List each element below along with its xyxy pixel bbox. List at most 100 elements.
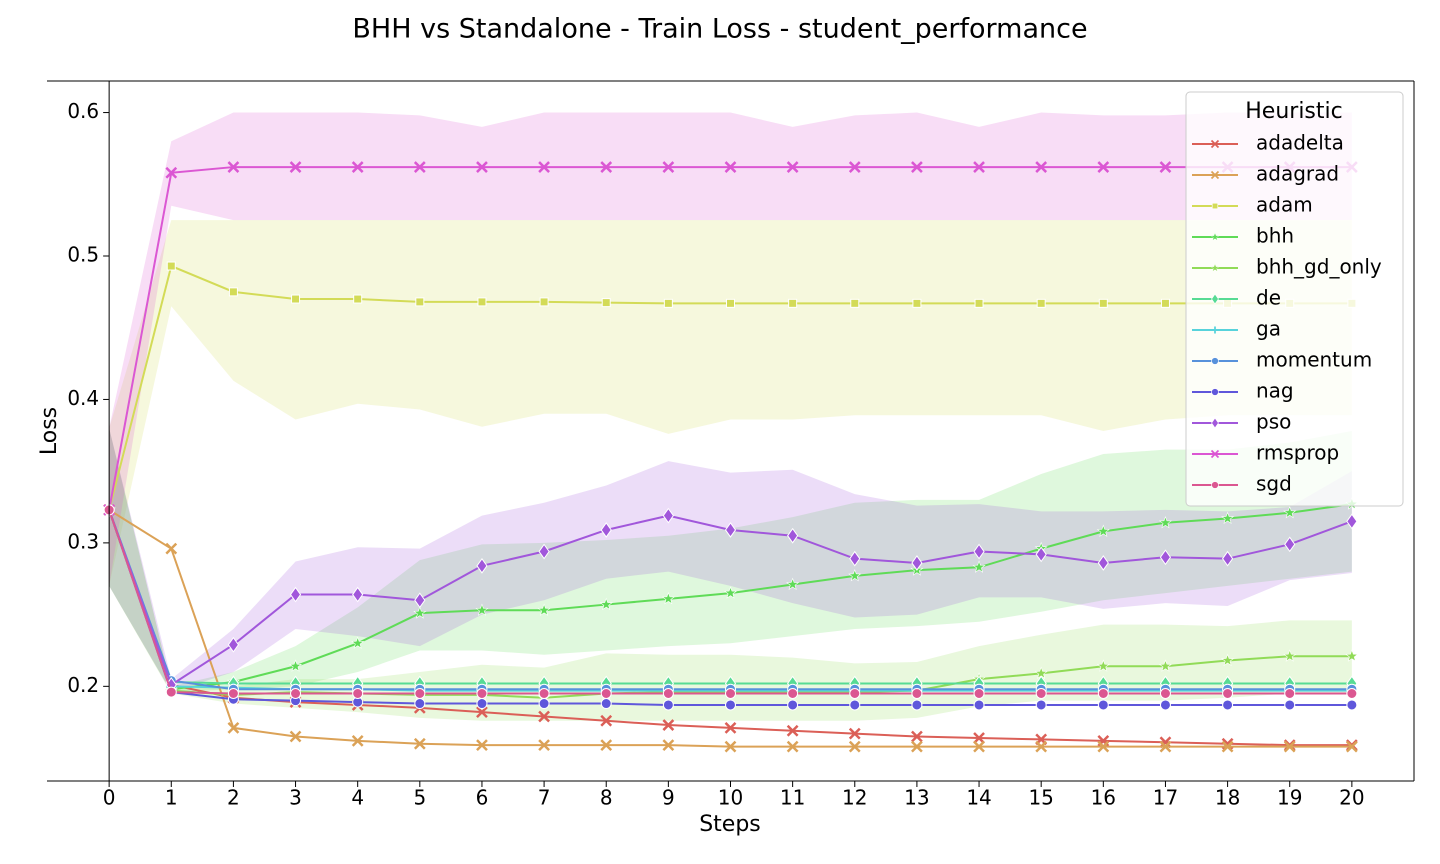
- y-tick-label: 0.5: [67, 243, 99, 267]
- marker: [786, 740, 799, 753]
- marker: [538, 688, 550, 699]
- marker: [289, 730, 302, 743]
- marker: [662, 739, 675, 752]
- legend-label: bhh: [1256, 224, 1294, 248]
- marker: [787, 527, 799, 544]
- marker: [974, 298, 984, 308]
- marker: [1345, 649, 1359, 662]
- bands: [109, 112, 1352, 721]
- x-tick-label: 9: [662, 786, 675, 810]
- marker: [600, 714, 613, 727]
- x-tick-label: 1: [165, 786, 178, 810]
- marker: [352, 688, 364, 699]
- marker: [599, 597, 613, 611]
- marker: [476, 161, 488, 173]
- x-tick-label: 2: [227, 786, 240, 810]
- marker: [973, 161, 985, 173]
- marker: [663, 298, 673, 308]
- marker: [1097, 688, 1109, 699]
- marker: [1159, 699, 1171, 711]
- marker: [723, 586, 738, 599]
- legend-marker: [1210, 139, 1220, 149]
- marker: [289, 586, 302, 603]
- legend-label: rmsprop: [1256, 441, 1339, 465]
- marker: [725, 688, 736, 699]
- marker: [413, 161, 426, 173]
- marker: [351, 636, 365, 649]
- marker: [662, 507, 674, 524]
- marker: [475, 603, 489, 616]
- confidence-band: [109, 428, 1352, 693]
- marker: [1222, 688, 1234, 699]
- marker: [539, 297, 549, 307]
- legend-label: adam: [1256, 193, 1313, 217]
- series: [103, 504, 1358, 699]
- marker: [476, 698, 488, 710]
- legend-marker: [1211, 417, 1219, 429]
- marker: [476, 557, 488, 574]
- marker: [1346, 513, 1358, 530]
- marker: [1158, 659, 1172, 672]
- marker: [1035, 546, 1047, 563]
- marker: [911, 555, 923, 571]
- marker: [1283, 649, 1297, 662]
- marker: [1284, 688, 1296, 699]
- marker: [1346, 699, 1358, 711]
- marker: [786, 724, 799, 737]
- marker: [662, 688, 674, 699]
- marker: [1158, 515, 1172, 529]
- legend-marker: [1210, 170, 1220, 180]
- legend-marker: [1211, 481, 1219, 489]
- marker: [724, 740, 737, 753]
- x-tick-label: 17: [1153, 786, 1178, 810]
- marker: [1221, 653, 1235, 667]
- legend-label: ga: [1256, 317, 1281, 341]
- marker: [1221, 550, 1234, 567]
- marker: [414, 698, 426, 710]
- marker: [414, 688, 426, 699]
- marker: [1097, 740, 1110, 753]
- marker: [413, 606, 427, 619]
- x-tick-label: 10: [718, 786, 743, 810]
- marker: [600, 688, 612, 699]
- x-axis-label: Steps: [699, 812, 761, 837]
- legend-label: momentum: [1256, 348, 1372, 372]
- legend: Heuristic adadelta adagrad adam bhh bhh_gd_o…: [1185, 91, 1404, 507]
- x-tick-label: 0: [103, 786, 116, 810]
- marker: [600, 739, 613, 752]
- legend-label: pso: [1256, 410, 1291, 434]
- marker: [289, 659, 303, 672]
- marker: [786, 161, 799, 173]
- marker: [538, 698, 550, 710]
- marker: [1283, 740, 1296, 753]
- legend-marker: [1211, 202, 1219, 210]
- marker: [351, 734, 364, 747]
- legend-label: adadelta: [1256, 131, 1344, 155]
- legend-marker: [1211, 357, 1219, 365]
- y-axis-label: Loss: [37, 407, 62, 455]
- legend-marker: [1210, 263, 1220, 272]
- marker: [662, 719, 675, 731]
- marker: [724, 722, 737, 734]
- x-tick-label: 19: [1277, 786, 1302, 810]
- marker: [1284, 536, 1296, 553]
- marker: [1160, 298, 1170, 308]
- marker: [538, 739, 550, 752]
- marker: [849, 699, 861, 711]
- legend-title: Heuristic: [1245, 99, 1342, 124]
- marker: [538, 710, 550, 723]
- marker: [786, 577, 800, 591]
- marker: [724, 161, 737, 173]
- legend-label: sgd: [1256, 472, 1292, 496]
- marker: [1098, 298, 1108, 308]
- marker: [1096, 659, 1110, 672]
- marker: [290, 688, 302, 699]
- marker: [848, 569, 862, 582]
- marker: [538, 161, 550, 173]
- marker: [600, 522, 612, 538]
- legend-label: bhh_gd_only: [1256, 255, 1382, 279]
- marker: [911, 699, 923, 711]
- marker: [1097, 161, 1110, 173]
- confidence-band: [109, 220, 1352, 586]
- marker: [538, 543, 550, 560]
